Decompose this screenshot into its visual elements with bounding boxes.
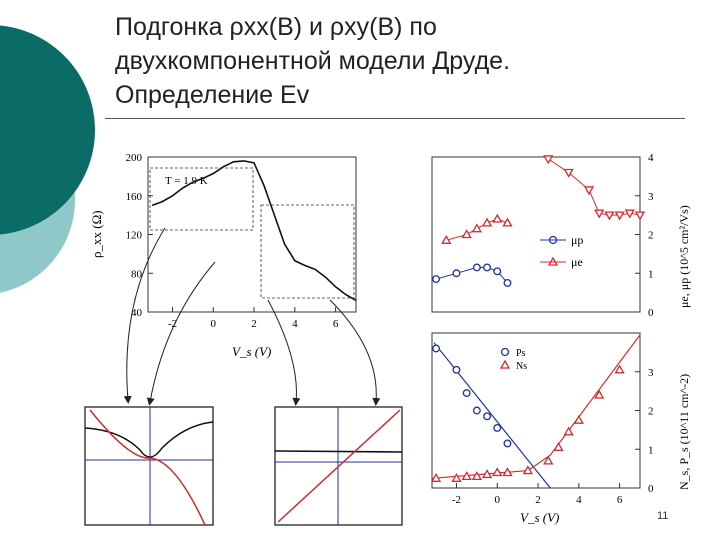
arrow-1 — [123, 227, 166, 404]
y-tick-label: 2 — [648, 406, 654, 418]
y-tick-label: 0 — [648, 307, 654, 319]
x-tick-label: 2 — [535, 494, 541, 506]
data-point — [432, 344, 441, 353]
density-xlabel: V_s (V) — [520, 510, 559, 525]
density-legend: Ps Ns — [499, 347, 527, 372]
y-tick-label: 4 — [648, 152, 654, 164]
rho-xx-xlabel: V_s (V) — [232, 344, 271, 359]
data-point — [614, 211, 625, 221]
arrow-2 — [146, 261, 216, 406]
x-tick-label: 6 — [333, 318, 339, 330]
data-point — [492, 213, 503, 223]
y-tick-label: 3 — [648, 367, 654, 379]
y-tick-label: 1 — [648, 268, 654, 280]
x-tick-label: 0 — [495, 494, 501, 506]
data-point — [452, 365, 461, 374]
data-point — [543, 155, 554, 165]
x-tick-label: -2 — [168, 318, 177, 330]
data-point — [594, 209, 605, 219]
rho-xx-ylabel: ρ_xx (Ω) — [89, 210, 104, 258]
data-point — [502, 217, 513, 227]
data-point — [503, 439, 512, 448]
x-tick-label: 2 — [251, 318, 257, 330]
decorative-circles — [0, 25, 95, 293]
ns-fit-line — [431, 334, 641, 479]
title-line-2: двухкомпонентной модели Друде. — [115, 47, 511, 75]
data-point — [543, 455, 554, 465]
data-point — [553, 442, 564, 451]
data-point — [472, 263, 481, 272]
data-point — [452, 269, 461, 278]
mobility-legend: μp μe — [540, 233, 583, 269]
title-line-3: Определение Ev — [115, 81, 310, 109]
data-point — [441, 235, 452, 244]
inset-box-right — [260, 204, 355, 299]
data-point — [583, 186, 595, 196]
data-point — [492, 467, 503, 477]
data-point — [481, 469, 493, 479]
data-point — [432, 275, 441, 284]
y-tick-label: 3 — [648, 191, 654, 203]
x-tick-label: 6 — [617, 494, 623, 506]
mobility-ylabel: μe, μp (10^5 cm²/Vs) — [677, 205, 691, 308]
legend-mu-e: μe — [571, 255, 583, 269]
data-point — [481, 217, 493, 227]
y-tick-label: 0 — [648, 483, 654, 495]
data-point — [483, 263, 492, 272]
ps-fit-line — [433, 342, 551, 489]
title-divider — [105, 118, 685, 119]
legend-mu-p: μp — [571, 233, 583, 247]
series-line — [547, 158, 641, 216]
y-tick-label: 200 — [126, 152, 143, 164]
data-point — [483, 412, 492, 421]
data-point — [522, 465, 533, 475]
legend-ps: Ps — [516, 348, 526, 359]
data-point — [594, 389, 605, 399]
inset-fit-left — [84, 406, 214, 526]
data-point — [461, 471, 472, 481]
mobility-plot-frame — [431, 156, 641, 313]
data-point — [563, 168, 574, 178]
y-tick-label: 80 — [131, 268, 143, 280]
data-point — [563, 426, 574, 436]
arrow-4 — [329, 299, 381, 406]
data-point — [614, 364, 625, 374]
y-tick-label: 120 — [126, 230, 143, 242]
data-point — [624, 209, 635, 219]
data-point — [634, 211, 646, 221]
y-tick-label: 2 — [648, 230, 654, 242]
data-point — [462, 389, 471, 398]
x-tick-label: 4 — [292, 318, 298, 330]
page-number: 11 — [657, 510, 669, 522]
data-point — [471, 223, 482, 233]
legend-ns: Ns — [516, 361, 527, 372]
data-point — [451, 473, 462, 482]
title-line-1: Подгонка ρxx(B) и ρxy(B) по — [115, 13, 437, 41]
arrow-3 — [267, 299, 301, 406]
density-ylabel: N_s, P_s (10^11 cm^-2) — [677, 374, 691, 490]
data-point — [604, 211, 615, 221]
x-tick-label: 4 — [576, 494, 582, 506]
x-tick-label: 0 — [211, 318, 217, 330]
inset-box-left — [149, 167, 254, 231]
inset-fit-right — [274, 406, 403, 526]
data-point — [573, 414, 584, 424]
temperature-annotation: T = 1.9 K — [165, 175, 208, 187]
data-point — [461, 229, 472, 239]
data-point — [471, 471, 482, 481]
data-point — [493, 267, 502, 276]
slide-title: Подгонка ρxx(B) и ρxy(B) по двухкомпонен… — [115, 10, 675, 112]
data-point — [502, 467, 513, 477]
rho-xx-curve — [151, 160, 357, 302]
data-point — [430, 473, 442, 482]
y-tick-label: 40 — [131, 307, 143, 319]
y-tick-label: 160 — [126, 191, 143, 203]
x-tick-label: -2 — [452, 494, 461, 506]
data-point — [503, 278, 512, 287]
data-point — [493, 423, 502, 432]
y-tick-label: 1 — [648, 444, 654, 456]
data-point — [472, 406, 481, 415]
